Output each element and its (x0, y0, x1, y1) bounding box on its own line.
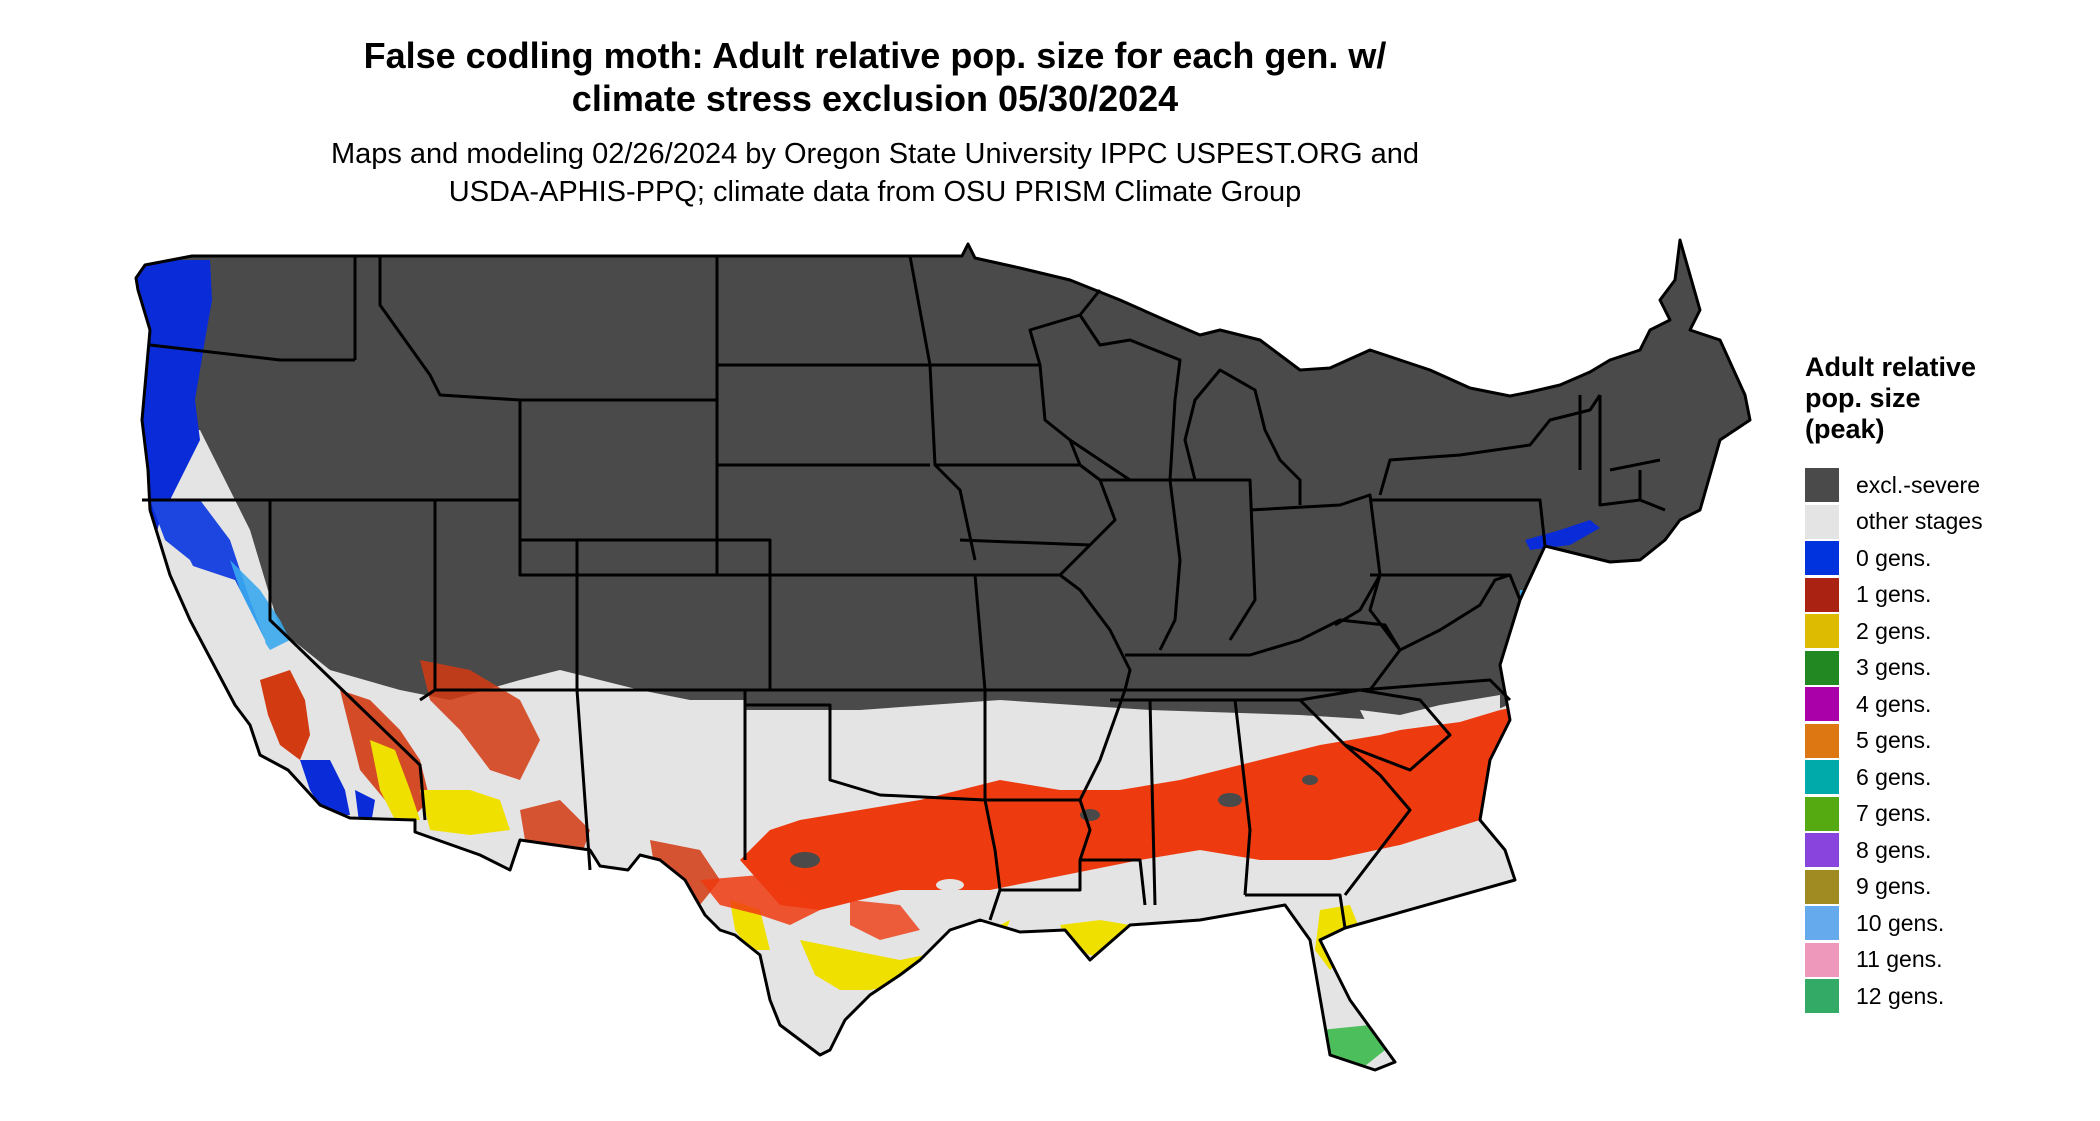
legend-swatch (1805, 687, 1839, 722)
legend-title: Adult relative pop. size (peak) (1805, 352, 2085, 445)
legend-swatch (1805, 614, 1839, 649)
legend-label: 6 gens. (1856, 763, 1932, 790)
legend-swatch (1805, 869, 1839, 904)
two-gens-socal (370, 740, 420, 820)
legend-label: 4 gens. (1856, 690, 1932, 717)
legend-title-line2: pop. size (1805, 383, 1921, 413)
legend-swatch (1805, 504, 1839, 539)
legend-swatch (1805, 723, 1839, 758)
one-gen-tx-central (700, 875, 820, 925)
legend-label: 3 gens. (1856, 654, 1932, 681)
map-subtitle-line2: USDA-APHIS-PPQ; climate data from OSU PR… (448, 175, 1302, 208)
legend-label: 0 gens. (1856, 544, 1932, 571)
legend-swatch (1805, 979, 1839, 1014)
legend-label: excl.-severe (1856, 471, 1980, 498)
one-gen-tx-east (850, 900, 920, 940)
legend-item: 1 gens. (1805, 577, 2085, 614)
california-other-stages (175, 560, 300, 770)
legend-swatch (1805, 906, 1839, 941)
legend-item: excl.-severe (1805, 467, 2085, 504)
legend-title-line1: Adult relative (1805, 352, 1977, 382)
legend-item: 11 gens. (1805, 942, 2085, 979)
excluded-spot (1302, 775, 1318, 785)
map-title-line1: False codling moth: Adult relative pop. … (363, 35, 1387, 76)
legend-label: 9 gens. (1856, 873, 1932, 900)
legend-label: 12 gens. (1856, 982, 1945, 1009)
legend-label: 7 gens. (1856, 800, 1932, 827)
state-borders (134, 238, 1752, 1072)
legend-item: 5 gens. (1805, 723, 2085, 760)
legend-swatch (1805, 650, 1839, 685)
legend-item: 10 gens. (1805, 905, 2085, 942)
legend-swatch (1805, 760, 1839, 795)
two-gens-arizona (420, 790, 510, 835)
legend-item: 12 gens. (1805, 978, 2085, 1015)
legend-label: 1 gens. (1856, 581, 1932, 608)
one-gen-southern-band (740, 700, 1630, 910)
three-plus-gens-tx-tip (870, 1030, 900, 1060)
map-legend: Adult relative pop. size (peak) excl.-se… (1805, 352, 2085, 1015)
legend-swatch (1805, 796, 1839, 831)
excluded-spot (790, 852, 820, 868)
excluded-spot (1218, 793, 1242, 807)
legend-swatch (1805, 577, 1839, 612)
legend-item: 2 gens. (1805, 613, 2085, 650)
legend-item: other stages (1805, 504, 2085, 541)
legend-item: 8 gens. (1805, 832, 2085, 869)
two-gens-texas-gulf (800, 920, 1010, 990)
legend-item: 7 gens. (1805, 796, 2085, 833)
legend-label: 2 gens. (1856, 617, 1932, 644)
legend-label: other stages (1856, 508, 1983, 535)
light-blue-patch (230, 560, 290, 650)
zero-gens-socal-fill (300, 760, 350, 815)
legend-label: 8 gens. (1856, 836, 1932, 863)
legend-item: 0 gens. (1805, 540, 2085, 577)
legend-item: 9 gens. (1805, 869, 2085, 906)
legend-swatch (1805, 541, 1839, 576)
legend-label: 10 gens. (1856, 909, 1945, 936)
one-gen-cal-central (260, 670, 310, 760)
map-title-line2: climate stress exclusion 05/30/2024 (571, 78, 1179, 120)
legend-swatch (1805, 833, 1839, 868)
other-spot (936, 879, 964, 891)
legend-item: 4 gens. (1805, 686, 2085, 723)
legend-item: 6 gens. (1805, 759, 2085, 796)
legend-label: 5 gens. (1856, 727, 1932, 754)
legend-item: 3 gens. (1805, 650, 2085, 687)
legend-label: 11 gens. (1856, 946, 1943, 973)
map-subtitle: Maps and modeling 02/26/2024 by Oregon S… (0, 136, 1750, 211)
legend-title-line3: (peak) (1805, 414, 1885, 444)
map-subtitle-line1: Maps and modeling 02/26/2024 by Oregon S… (330, 138, 1420, 170)
legend-items: excl.-severe other stages 0 gens. 1 gens. 2 … (1805, 467, 2085, 1015)
legend-swatch (1805, 468, 1839, 503)
legend-swatch (1805, 942, 1839, 977)
map-title: False codling moth: Adult relative pop. … (0, 34, 1750, 120)
